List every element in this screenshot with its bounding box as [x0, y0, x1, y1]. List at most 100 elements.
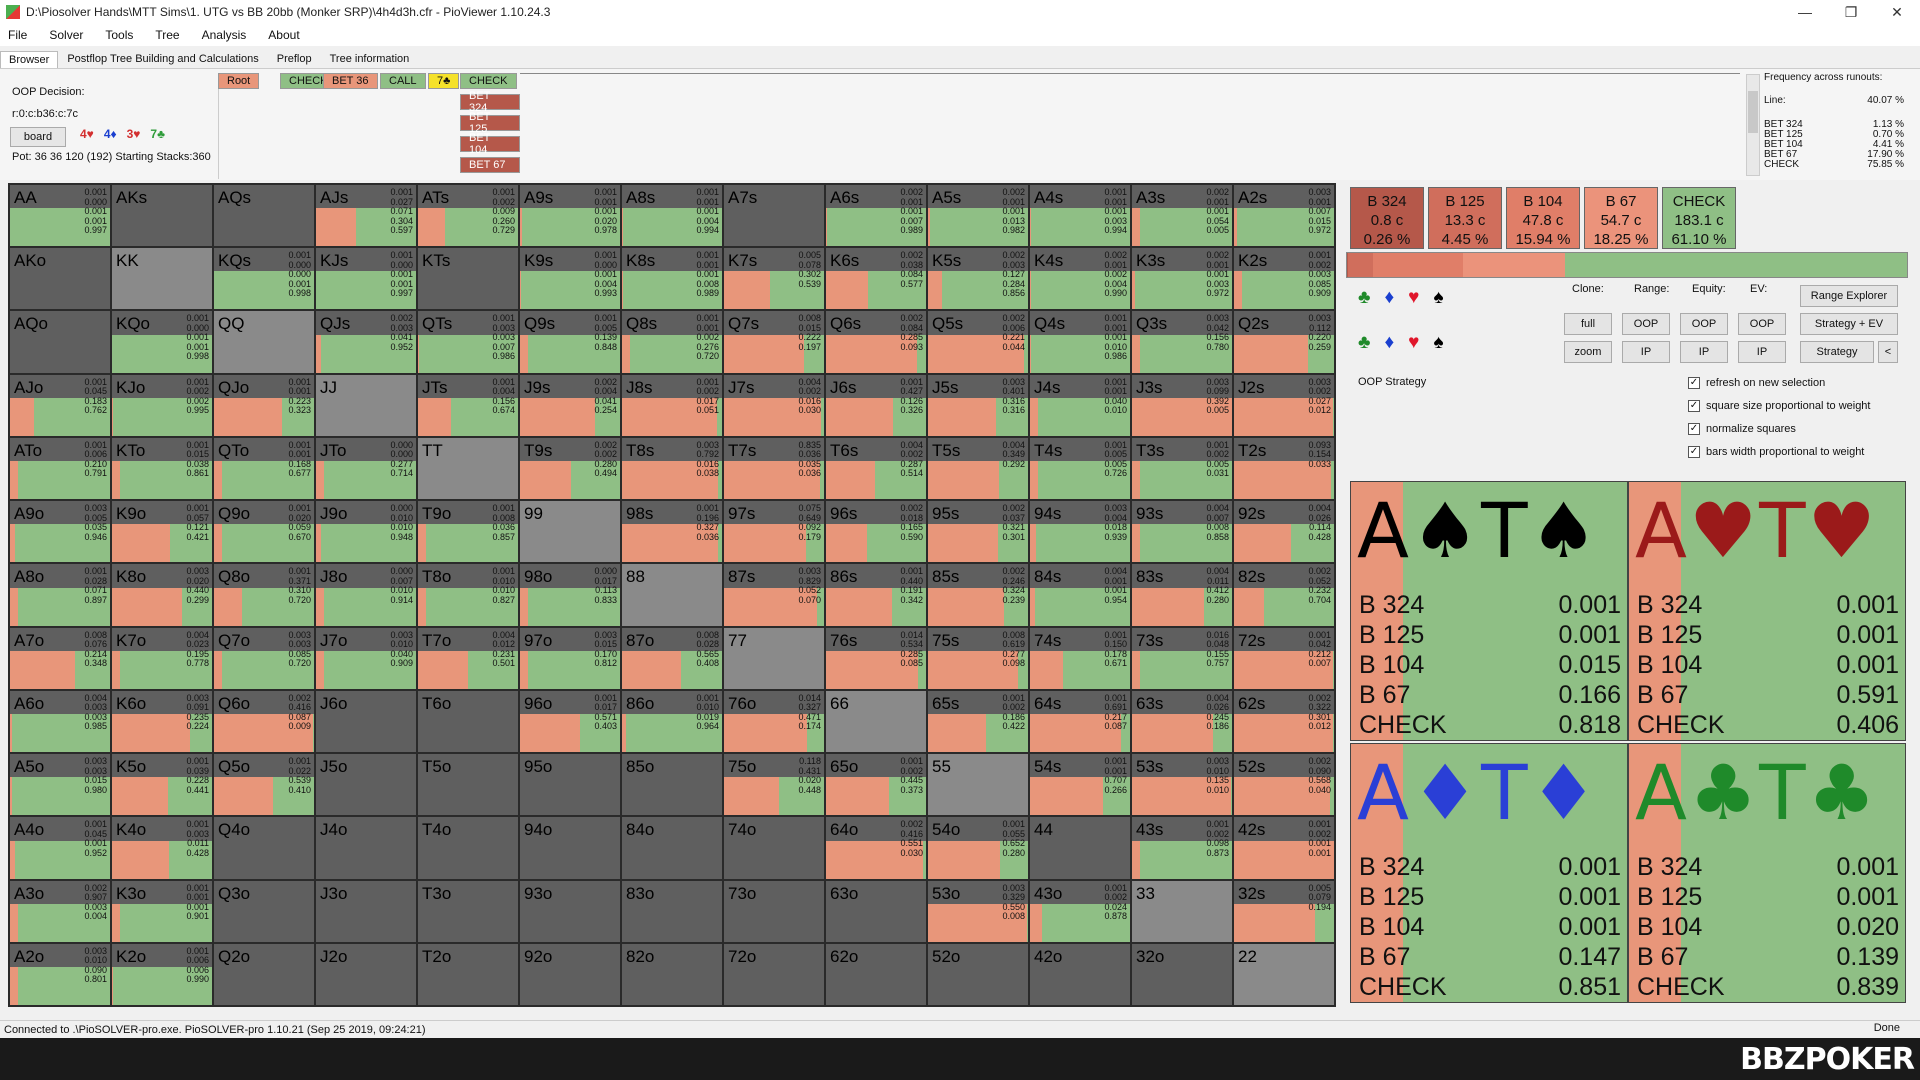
range-cell[interactable]: 42o	[1030, 943, 1130, 1005]
range-cell[interactable]: T4o	[418, 817, 518, 879]
range-cell[interactable]: T6o	[418, 690, 518, 753]
range-cell[interactable]: 0.002 0.090 0.568 0.040 52s	[1234, 754, 1334, 816]
range-cell[interactable]: 0.003 0.003 0.085 0.720 Q7o	[214, 627, 314, 689]
diamond-icon[interactable]: ♦	[1384, 287, 1395, 308]
range-cell[interactable]: 0.002 0.246 0.324 0.239 85s	[928, 564, 1028, 626]
breadcrumb-item[interactable]: CHECK	[460, 73, 517, 89]
range-cell[interactable]: 0.001 0.427 0.126 0.326 J6s	[826, 374, 926, 436]
range-cell[interactable]: 0.003 0.792 0.016 0.038 T8s	[622, 437, 722, 500]
range-cell[interactable]: 0.002 0.003 0.041 0.952 QJs	[316, 311, 416, 373]
refresh-checkbox[interactable]: ✓ refresh on new selection	[1688, 377, 1826, 389]
bet-option-button[interactable]: BET 324	[460, 90, 520, 114]
range-cell[interactable]: 73o	[724, 880, 824, 942]
range-cell[interactable]: 92o	[520, 943, 620, 1005]
range-cell[interactable]: 0.008 0.028 0.565 0.408 87o	[622, 627, 722, 689]
range-cell[interactable]: 0.001 0.017 0.571 0.403 96o	[520, 690, 620, 753]
range-cell[interactable]: 0.003 0.010 0.135 0.010 53s	[1132, 754, 1232, 816]
range-cell[interactable]: 0.001 0.001 0.002 0.276 0.720 Q8s	[622, 311, 722, 373]
breadcrumb-item[interactable]: CHECK	[280, 73, 337, 89]
range-cell[interactable]: 0.001 0.002 0.002 0.995 KJo	[112, 374, 212, 436]
combo-panel[interactable]: A♦T♦ B 324 0.001 B 125 0.001 B 104 0.001 B 67 0.…	[1350, 743, 1628, 1003]
range-cell[interactable]: 0.001 0.000 0.001 0.001 0.998 KQo	[112, 311, 212, 373]
range-cell[interactable]: 0.003 0.020 0.440 0.299 K8o	[112, 564, 212, 626]
range-cell[interactable]: 0.003 0.002 0.027 0.012 J2s	[1234, 374, 1334, 436]
tab-browser[interactable]: Browser	[0, 51, 59, 68]
range-cell[interactable]: 0.001 0.004 0.156 0.674 JTs	[418, 374, 518, 436]
collapse-button[interactable]: <	[1878, 341, 1898, 363]
range-cell[interactable]: J4o	[316, 817, 416, 879]
range-cell[interactable]: 0.001 0.010 0.010 0.827 T8o	[418, 564, 518, 626]
scrollbar-thumb[interactable]	[1748, 91, 1758, 133]
range-cell[interactable]: 0.001 0.006 0.210 0.791 ATo	[10, 437, 110, 500]
range-cell[interactable]: 0.002 0.322 0.301 0.012 62s	[1234, 690, 1334, 753]
action-box[interactable]: CHECK 183.1 c 61.10 %	[1662, 187, 1736, 249]
range-cell[interactable]: 0.004 0.002 0.016 0.030 J7s	[724, 374, 824, 436]
range-cell[interactable]: 93o	[520, 880, 620, 942]
range-cell[interactable]: 0.004 0.003 0.003 0.985 A6o	[10, 690, 110, 753]
range-cell[interactable]: 0.003 0.091 0.235 0.224 K6o	[112, 690, 212, 753]
range-cell[interactable]: 0.001 0.002 0.003 0.085 0.909 K2s	[1234, 248, 1334, 310]
ev-oop-button[interactable]: OOP	[1738, 313, 1786, 335]
range-cell[interactable]: 0.001 0.000 0.001 0.001 0.997 AA	[10, 185, 110, 247]
range-cell[interactable]: 0.118 0.431 0.020 0.448 75o	[724, 754, 824, 816]
range-cell[interactable]: 0.003 0.042 0.156 0.780 Q3s	[1132, 311, 1232, 373]
breadcrumb-item[interactable]: 7♣	[428, 73, 460, 89]
range-cell[interactable]: 0.001 0.691 0.217 0.087 64s	[1030, 690, 1130, 753]
range-cell[interactable]: 0.002 0.001 0.001 0.013 0.982 A5s	[928, 185, 1028, 247]
range-cell[interactable]: 0.002 0.907 0.003 0.004 A3o	[10, 880, 110, 942]
range-cell[interactable]: J6o	[316, 690, 416, 753]
range-cell[interactable]: 0.001 0.001 0.001 0.901 K3o	[112, 880, 212, 942]
breadcrumb-item[interactable]: BET 36	[323, 73, 378, 89]
spade-icon[interactable]: ♠	[1433, 332, 1444, 353]
menu-solver[interactable]: Solver	[49, 28, 84, 42]
range-cell[interactable]: J5o	[316, 754, 416, 816]
range-cell[interactable]: 0.000 0.000 0.277 0.714 JTo	[316, 437, 416, 500]
range-cell[interactable]: 0.003 0.010 0.040 0.909 J7o	[316, 627, 416, 689]
range-cell[interactable]: 0.001 0.055 0.652 0.280 54o	[928, 817, 1028, 879]
range-cell[interactable]: 0.001 0.002 0.098 0.873 43s	[1132, 817, 1232, 879]
combo-panel[interactable]: A♣T♣ B 324 0.001 B 125 0.001 B 104 0.020 B 67 0.…	[1628, 743, 1906, 1003]
range-cell[interactable]: 44	[1030, 817, 1130, 879]
range-cell[interactable]: 22	[1234, 943, 1334, 1005]
range-cell[interactable]: 0.002 0.001 0.001 0.054 0.005 A3s	[1132, 185, 1232, 247]
bar-width-checkbox[interactable]: ✓ bars width proportional to weight	[1688, 446, 1865, 458]
menu-tree[interactable]: Tree	[155, 28, 180, 42]
range-cell[interactable]: 0.002 0.002 0.280 0.494 T9s	[520, 437, 620, 500]
ev-ip-button[interactable]: IP	[1738, 341, 1786, 363]
range-cell[interactable]: 0.001 0.002 0.024 0.878 43o	[1030, 880, 1130, 942]
range-cell[interactable]: 0.001 0.001 0.707 0.266 54s	[1030, 754, 1130, 816]
action-box[interactable]: B 125 13.3 c 4.45 %	[1428, 187, 1502, 249]
frequency-scrollbar[interactable]	[1746, 74, 1760, 176]
range-cell[interactable]: AKs	[112, 185, 212, 247]
range-cell[interactable]: 0.014 0.534 0.285 0.085 76s	[826, 627, 926, 689]
range-cell[interactable]: 0.016 0.048 0.155 0.757 73s	[1132, 627, 1232, 689]
maximize-button[interactable]: ❐	[1844, 3, 1858, 20]
range-cell[interactable]: 63o	[826, 880, 926, 942]
range-cell[interactable]: 0.003 0.099 0.392 0.005 J3s	[1132, 374, 1232, 436]
range-cell[interactable]: 0.001 0.002 0.445 0.373 65o	[826, 754, 926, 816]
range-cell[interactable]: A7s	[724, 185, 824, 247]
range-cell[interactable]: KTs	[418, 248, 518, 310]
range-cell[interactable]: 0.005 0.078 0.302 0.539 K7s	[724, 248, 824, 310]
range-cell[interactable]: 83o	[622, 880, 722, 942]
range-cell[interactable]: 0.001 0.002 0.001 0.001 42s	[1234, 817, 1334, 879]
range-cell[interactable]: 0.002 0.001 0.001 0.003 0.972 K3s	[1132, 248, 1232, 310]
range-cell[interactable]: 0.001 0.045 0.001 0.952 A4o	[10, 817, 110, 879]
action-box[interactable]: B 104 47.8 c 15.94 %	[1506, 187, 1580, 249]
range-cell[interactable]: 0.004 0.023 0.195 0.778 K7o	[112, 627, 212, 689]
range-cell[interactable]: 0.004 0.026 0.114 0.428 92s	[1234, 501, 1334, 563]
range-cell[interactable]: 0.002 0.018 0.165 0.590 96s	[826, 501, 926, 563]
range-cell[interactable]: 0.008 0.619 0.277 0.098 75s	[928, 627, 1028, 689]
range-cell[interactable]: 0.001 0.003 0.011 0.428 K4o	[112, 817, 212, 879]
range-cell[interactable]: AQs	[214, 185, 314, 247]
range-cell[interactable]: T5o	[418, 754, 518, 816]
range-cell[interactable]: 0.001 0.001 0.223 0.323 QJo	[214, 374, 314, 436]
range-cell[interactable]: 0.001 0.001 0.001 0.010 0.986 Q4s	[1030, 311, 1130, 373]
range-cell[interactable]: 0.003 0.003 0.015 0.980 A5o	[10, 754, 110, 816]
range-cell[interactable]: 84o	[622, 817, 722, 879]
range-cell[interactable]: TT	[418, 437, 518, 500]
range-cell[interactable]: 74o	[724, 817, 824, 879]
range-cell[interactable]: QQ	[214, 311, 314, 373]
range-cell[interactable]: 0.001 0.028 0.071 0.897 A8o	[10, 564, 110, 626]
diamond-icon[interactable]: ♦	[1384, 332, 1395, 353]
